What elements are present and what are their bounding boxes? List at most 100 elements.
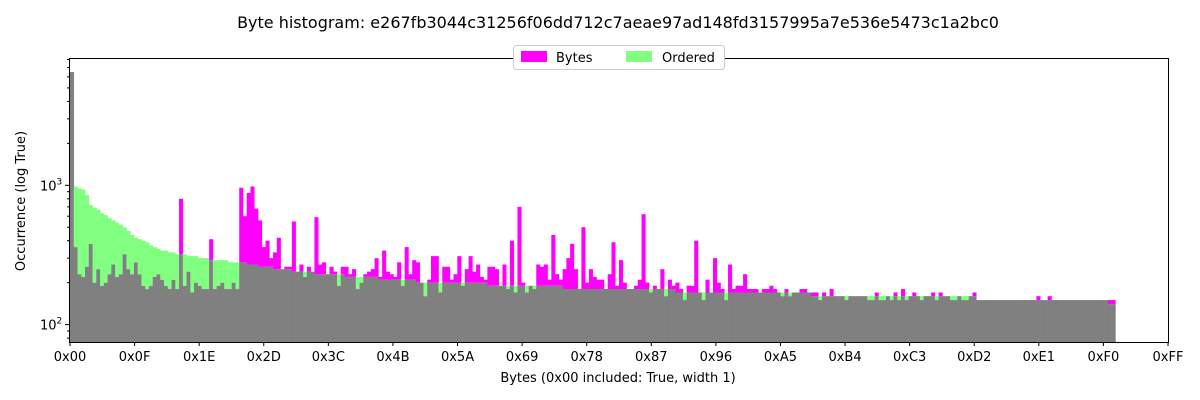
bar-overlap [212, 289, 217, 342]
bar-bytes [333, 271, 338, 275]
bar-overlap [814, 296, 819, 342]
bar-overlap [634, 289, 639, 342]
bar-bytes [716, 282, 721, 293]
bar-overlap [713, 292, 718, 342]
bar-overlap [528, 285, 533, 342]
y-tick-label: 103 [40, 177, 62, 194]
bar-overlap [449, 282, 454, 342]
bar-overlap [363, 276, 368, 342]
bar-overlap [393, 279, 398, 342]
legend-swatch-ordered [626, 51, 652, 62]
bar-ordered [122, 227, 127, 255]
bar-overlap [314, 274, 319, 342]
bar-bytes [209, 239, 214, 261]
bar-bytes [314, 217, 319, 275]
bar-overlap [667, 289, 672, 342]
bar-overlap [867, 300, 872, 342]
bar-ordered [818, 296, 823, 301]
bar-overlap [446, 282, 451, 342]
bar-overlap [619, 289, 624, 342]
bar-overlap [720, 292, 725, 342]
bar-overlap [573, 289, 578, 342]
bar-ordered [897, 296, 902, 301]
x-tick-label: 0x3C [312, 350, 345, 365]
bar-overlap [983, 300, 988, 342]
x-tick-label: 0x0F [119, 350, 151, 365]
bar-overlap [276, 269, 281, 342]
bar-overlap [855, 296, 860, 342]
bar-bytes [502, 264, 507, 286]
x-tick-label: 0x1E [183, 350, 215, 365]
bar-bytes [472, 271, 477, 283]
x-tick-label: 0x00 [54, 350, 87, 365]
legend-box [513, 45, 725, 70]
bar-bytes [242, 216, 248, 263]
bar-overlap [803, 292, 808, 342]
bar-bytes [972, 292, 977, 297]
bar-bytes [769, 285, 774, 293]
bar-overlap [901, 296, 906, 342]
bar-ordered [148, 245, 154, 286]
bar-overlap [912, 296, 917, 342]
bar-overlap [453, 282, 458, 342]
bar-bytes [555, 274, 560, 286]
x-tick-label: 0xFF [1153, 350, 1184, 365]
bar-ordered [461, 282, 466, 286]
bar-bytes [412, 260, 417, 280]
bar-bytes [318, 264, 323, 275]
bar-bytes [494, 269, 499, 286]
bar-bytes [607, 274, 612, 290]
bar-overlap [70, 72, 75, 342]
bar-overlap [852, 296, 857, 342]
x-tick-label: 0xF0 [1088, 350, 1120, 365]
bar-overlap [88, 243, 93, 342]
bar-bytes [784, 289, 789, 293]
bar-overlap [442, 282, 447, 342]
bar-overlap [1077, 300, 1082, 342]
bar-bytes [385, 271, 390, 280]
bar-ordered [81, 189, 86, 277]
bar-overlap [1028, 300, 1033, 342]
bar-overlap [502, 285, 507, 342]
bar-bytes [596, 279, 601, 290]
bar-overlap [878, 300, 883, 342]
bar-overlap [419, 282, 424, 342]
bar-overlap [885, 296, 891, 342]
y-axis-ticks: 102 103 [40, 58, 70, 339]
bar-bytes [822, 292, 827, 297]
bar-overlap [795, 292, 800, 342]
bar-overlap [284, 269, 289, 342]
bar-overlap [461, 285, 466, 342]
bar-overlap [513, 292, 518, 342]
bar-bytes [739, 285, 744, 293]
bar-overlap [133, 262, 138, 342]
bar-overlap [799, 292, 804, 342]
bar-overlap [979, 300, 985, 342]
bar-bytes [558, 279, 563, 286]
bar-ordered [882, 296, 887, 301]
bar-ordered [336, 274, 342, 286]
bar-ordered [137, 239, 142, 275]
bar-overlap [103, 282, 108, 342]
bar-overlap [333, 274, 338, 342]
bar-overlap [1017, 300, 1022, 342]
bar-bytes [370, 269, 375, 277]
bar-overlap [957, 296, 962, 342]
bar-bytes [562, 269, 567, 290]
bar-overlap [1006, 300, 1011, 342]
bar-overlap [1002, 300, 1007, 342]
bar-bytes [363, 274, 368, 277]
bar-bytes [803, 289, 808, 293]
bar-overlap [167, 289, 172, 342]
bar-bytes [321, 262, 326, 275]
bar-overlap [258, 266, 263, 342]
bar-overlap [976, 300, 981, 342]
bar-overlap [566, 289, 571, 342]
legend-label-ordered: Ordered [662, 51, 715, 66]
bar-overlap [705, 292, 710, 342]
bar-bytes [547, 279, 552, 286]
bar-overlap [201, 289, 206, 342]
x-tick-label: 0x2D [247, 350, 281, 365]
bar-overlap [321, 274, 326, 342]
bar-bytes [348, 274, 353, 277]
